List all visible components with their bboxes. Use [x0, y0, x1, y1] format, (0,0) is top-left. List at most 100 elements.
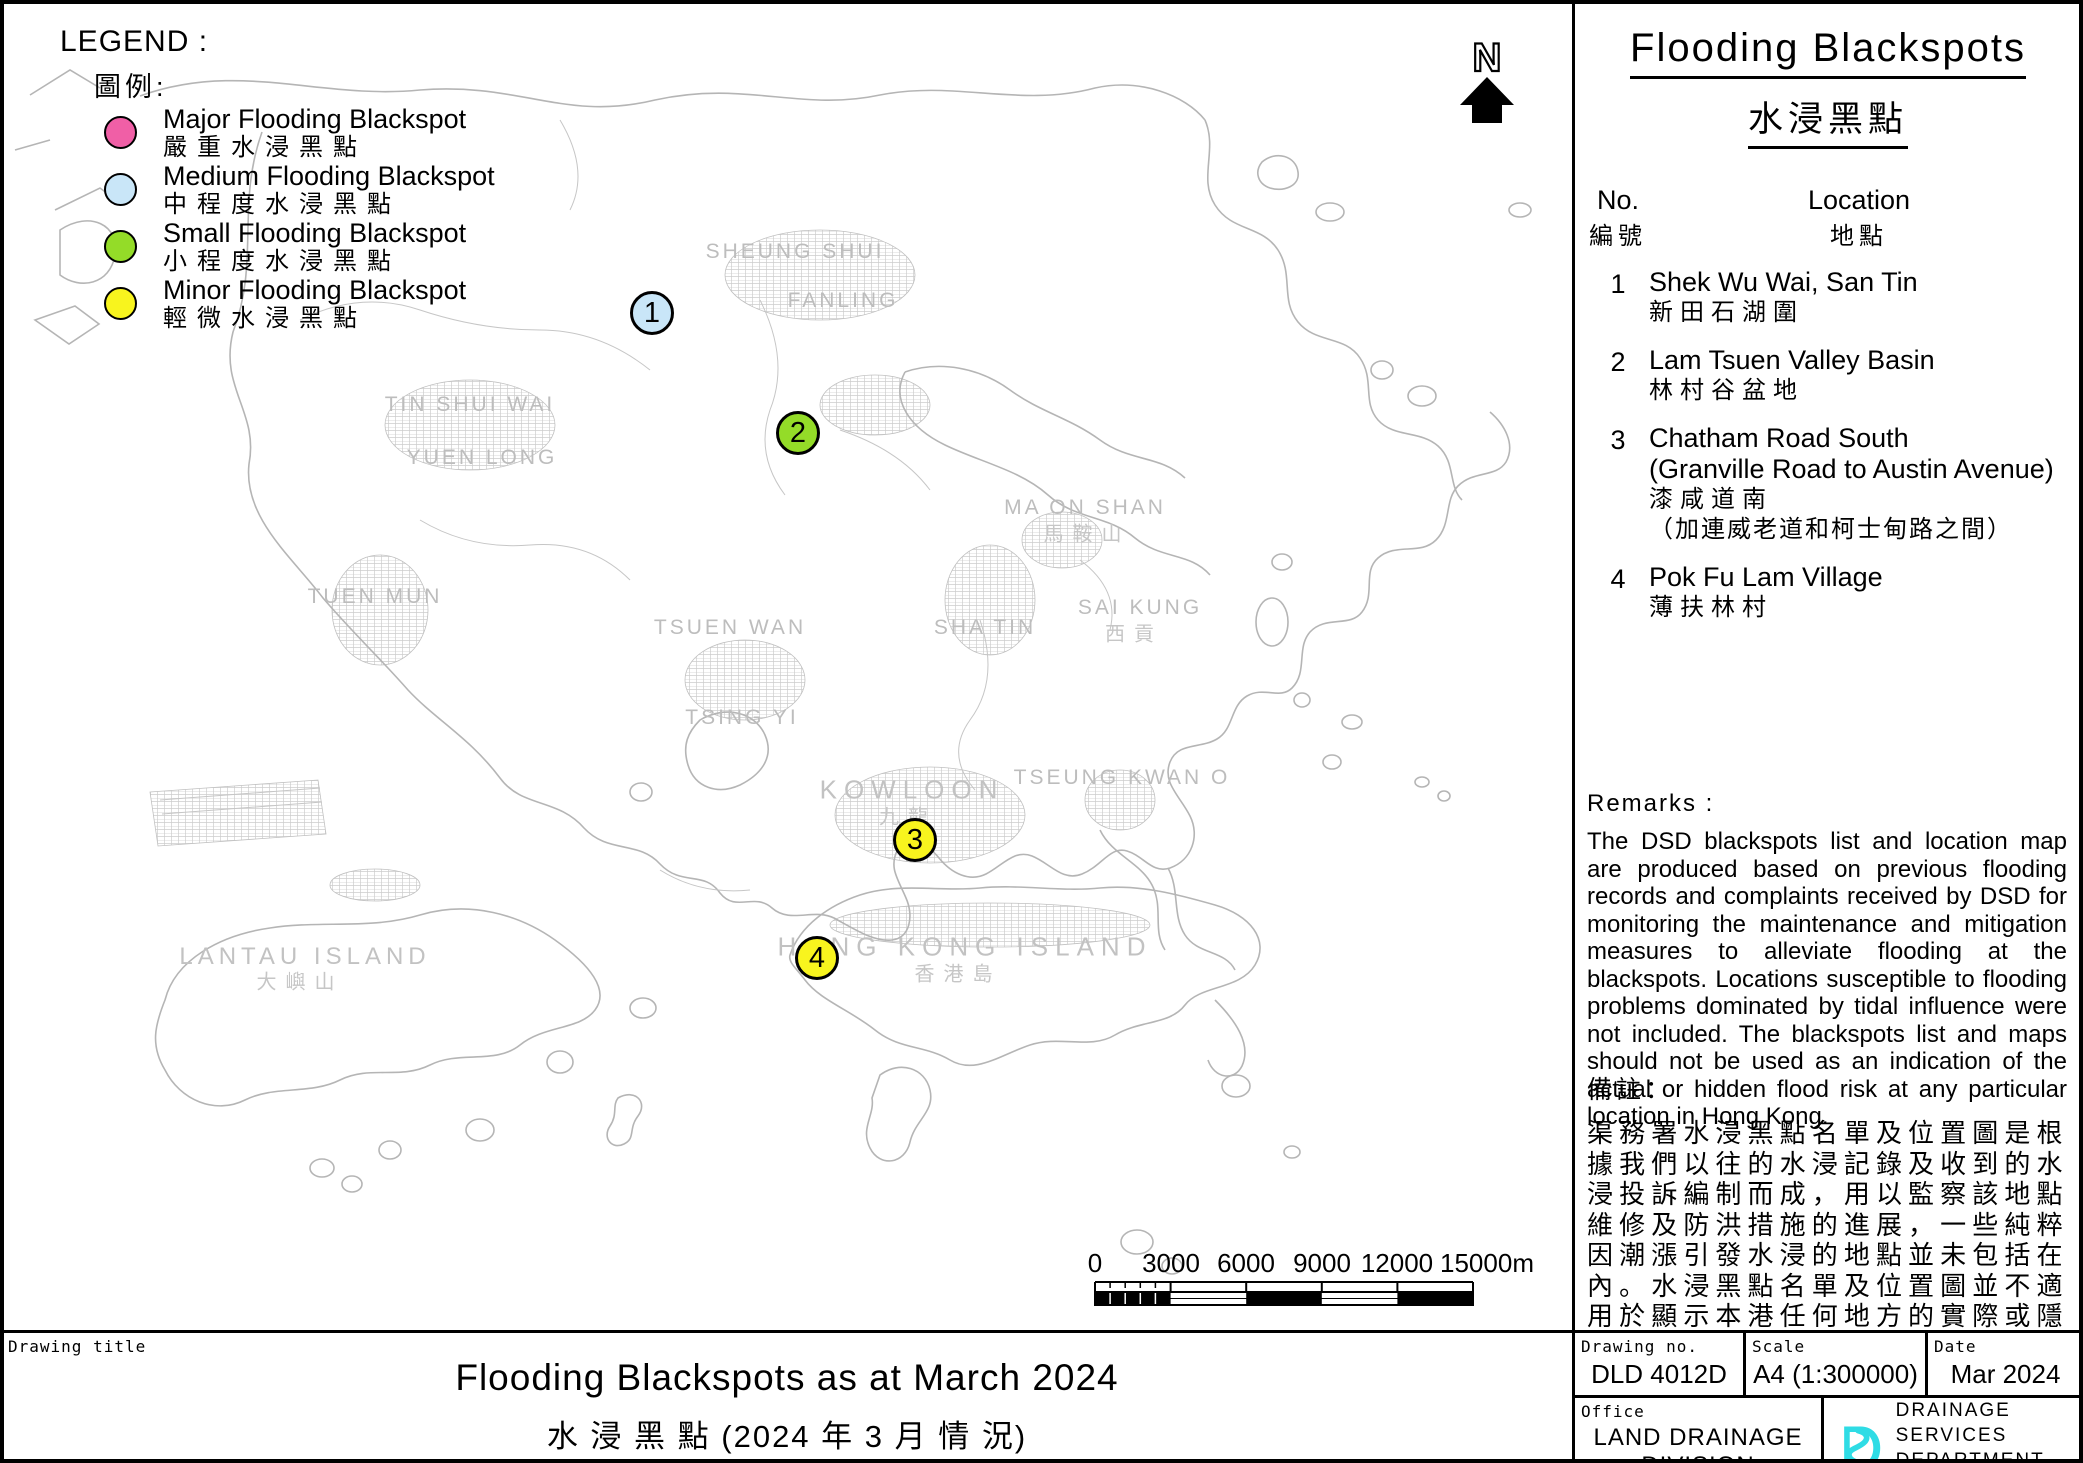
- location-name-zh-2: （加連威老道和柯士甸路之間）: [1649, 516, 2013, 543]
- blackspot-marker-1[interactable]: 1: [630, 291, 674, 335]
- scale-value: A4 (1:300000): [1753, 1359, 1918, 1389]
- office-cell: Office LAND DRAINAGE DIVISION: [1575, 1398, 1821, 1463]
- office-value: LAND DRAINAGE DIVISION: [1593, 1424, 1803, 1463]
- legend-label-zh: 嚴重水浸黑點: [163, 133, 367, 161]
- legend-label-zh: 中程度水浸黑點: [163, 190, 401, 218]
- legend-label: Medium Flooding Blackspot: [163, 160, 495, 191]
- legend-label-zh: 小程度水浸黑點: [163, 247, 401, 275]
- map-label-ma-on-shan-zh: 馬鞍山: [1043, 523, 1131, 546]
- location-name-zh: 薄扶林村: [1649, 594, 1773, 621]
- dsd-logo-icon: [1844, 1426, 1881, 1463]
- north-arrow: N: [1460, 35, 1514, 123]
- map-label-sai-kung: SAI KUNG: [1077, 596, 1203, 619]
- location-row-2: 2 Lam Tsuen Valley Basin 林村谷盆地: [1587, 345, 2069, 406]
- location-name: Lam Tsuen Valley Basin: [1649, 345, 1935, 375]
- sheet-title: Flooding Blackspots as at March 2024: [455, 1357, 1119, 1398]
- legend-title-zh: 圖例:: [94, 72, 168, 102]
- location-name-zh: 漆咸道南: [1649, 486, 1773, 513]
- location-row-4: 4 Pok Fu Lam Village 薄扶林村: [1587, 562, 2069, 623]
- map-label-yuen-long: YUEN LONG: [406, 446, 558, 469]
- drawing-title-label: Drawing title: [8, 1337, 147, 1356]
- hong-kong-map: [14, 69, 1532, 1275]
- location-row-3: 3 Chatham Road South (Granville Road to …: [1587, 423, 2069, 545]
- scale-label-9000: 9000: [1293, 1248, 1351, 1278]
- major-blackspot-swatch: [104, 116, 137, 149]
- legend-label: Major Flooding Blackspot: [163, 103, 467, 134]
- location-name-zh: 新田石湖圍: [1649, 299, 1804, 326]
- department-name: DRAINAGE SERVICES DEPARTMENT HONG KONG: [1895, 1400, 2045, 1463]
- scale-label: Scale: [1752, 1337, 1806, 1356]
- legend-title: LEGEND :: [60, 25, 209, 58]
- location-name: Pok Fu Lam Village: [1649, 562, 1883, 592]
- location-row-1: 1 Shek Wu Wai, San Tin 新田石湖圍: [1587, 267, 2069, 328]
- location-no: 2: [1610, 347, 1626, 377]
- map-label-tin-shui-wai: TIN SHUI WAI: [384, 393, 556, 416]
- sheet-title-zh: 水 浸 黑 點 (2024 年 3 月 情 況): [546, 1419, 1028, 1454]
- map-label-lantau-island-zh: 大嶼山: [256, 971, 344, 994]
- map-label-lantau-island: LANTAU ISLAND: [179, 943, 431, 970]
- department-cell: DRAINAGE SERVICES DEPARTMENT HONG KONG: [1821, 1398, 2083, 1463]
- map-label-ma-on-shan: MA ON SHAN: [1004, 496, 1166, 519]
- col-header-location-zh: 地點: [1830, 223, 1888, 250]
- remarks-label: Remarks :: [1587, 790, 1715, 817]
- map-label-tuen-mun: TUEN MUN: [307, 585, 443, 608]
- scale-bar: [1094, 1281, 1474, 1306]
- panel-title-zh: 水浸黑點: [1747, 91, 1908, 149]
- coastline: [14, 69, 1532, 1275]
- blackspot-marker-3[interactable]: 3: [893, 818, 937, 862]
- remarks-label-zh: 備註：: [1587, 1076, 1675, 1104]
- drawing-no-cell: Drawing no. DLD 4012D: [1575, 1333, 1743, 1395]
- scale-label-3000: 3000: [1142, 1248, 1200, 1278]
- location-name-2: (Granville Road to Austin Avenue): [1649, 454, 2054, 484]
- drawing-no-label: Drawing no.: [1581, 1337, 1698, 1356]
- scale-label-12000: 12000: [1360, 1248, 1434, 1278]
- scale-label-6000: 6000: [1217, 1248, 1275, 1278]
- map-label-sheung-shui: SHEUNG SHUI: [705, 240, 885, 263]
- map-label-tseung-kwan-o: TSEUNG KWAN O: [1013, 766, 1231, 789]
- legend-item-minor: Minor Flooding Blackspot 輕微水浸黑點: [104, 275, 495, 332]
- blackspot-marker-4[interactable]: 4: [795, 936, 839, 980]
- legend-label: Minor Flooding Blackspot: [163, 274, 467, 305]
- title-block: Drawing title Flooding Blackspots as at …: [0, 1330, 1574, 1463]
- map-label-tsuen-wan: TSUEN WAN: [653, 616, 807, 639]
- minor-blackspot-swatch: [104, 287, 137, 320]
- location-list: 1 Shek Wu Wai, San Tin 新田石湖圍 2 Lam Tsuen…: [1587, 267, 2069, 623]
- map-label-tsing-yi: TSING YI: [685, 706, 799, 729]
- small-blackspot-swatch: [104, 230, 137, 263]
- col-header-location: Location: [1807, 185, 1911, 215]
- road-lines: [159, 119, 1113, 892]
- location-no: 4: [1610, 564, 1626, 594]
- location-no: 3: [1610, 425, 1626, 455]
- map-label-fanling: FANLING: [787, 289, 899, 312]
- blackspot-marker-2[interactable]: 2: [776, 411, 820, 455]
- date-label: Date: [1934, 1337, 1977, 1356]
- date-cell: Date Mar 2024: [1925, 1333, 2083, 1395]
- location-table-header: No. 編號 Location 地點: [1587, 185, 2069, 251]
- location-name-zh: 林村谷盆地: [1649, 377, 1804, 404]
- map-label-kowloon: KOWLOON: [819, 774, 1005, 805]
- remarks-text: The DSD blackspots list and location map…: [1587, 828, 2067, 1130]
- panel-divider-line: [1572, 0, 1575, 1463]
- remarks-section: Remarks : The DSD blackspots list and lo…: [1587, 790, 2067, 1131]
- col-header-no: No.: [1596, 185, 1640, 215]
- remarks-section-zh: 備註： 渠務署水浸黑點名單及位置圖是根據我們以往的水浸記錄及收到的水浸投訴編制而…: [1587, 1070, 2067, 1362]
- scale-label-0: 0: [1087, 1248, 1103, 1278]
- location-name: Shek Wu Wai, San Tin: [1649, 267, 1918, 297]
- col-header-no-zh: 編號: [1589, 223, 1647, 250]
- location-name: Chatham Road South: [1649, 423, 1909, 453]
- north-letter: N: [1473, 36, 1502, 80]
- scale-cell: Scale A4 (1:300000): [1743, 1333, 1925, 1395]
- location-no: 1: [1610, 269, 1626, 299]
- urban-texture: [149, 229, 1156, 948]
- map-label-hong-kong-island-zh: 香港島: [914, 963, 1002, 986]
- legend-item-small: Small Flooding Blackspot 小程度水浸黑點: [104, 218, 495, 275]
- map-label-sai-kung-zh: 西貢: [1105, 623, 1163, 646]
- map-label-sha-tin: SHA TIN: [933, 616, 1037, 639]
- remarks-text-zh: 渠務署水浸黑點名單及位置圖是根據我們以往的水浸記錄及收到的水浸投訴編制而成，用以…: [1587, 1118, 2067, 1362]
- map-legend: LEGEND : 圖例: Major Flooding Blackspot 嚴重…: [60, 25, 495, 332]
- legend-label-zh: 輕微水浸黑點: [163, 304, 367, 332]
- date-value: Mar 2024: [1950, 1359, 2061, 1389]
- legend-label: Small Flooding Blackspot: [163, 217, 467, 248]
- scale-label-15000m: 15000m: [1440, 1248, 1534, 1278]
